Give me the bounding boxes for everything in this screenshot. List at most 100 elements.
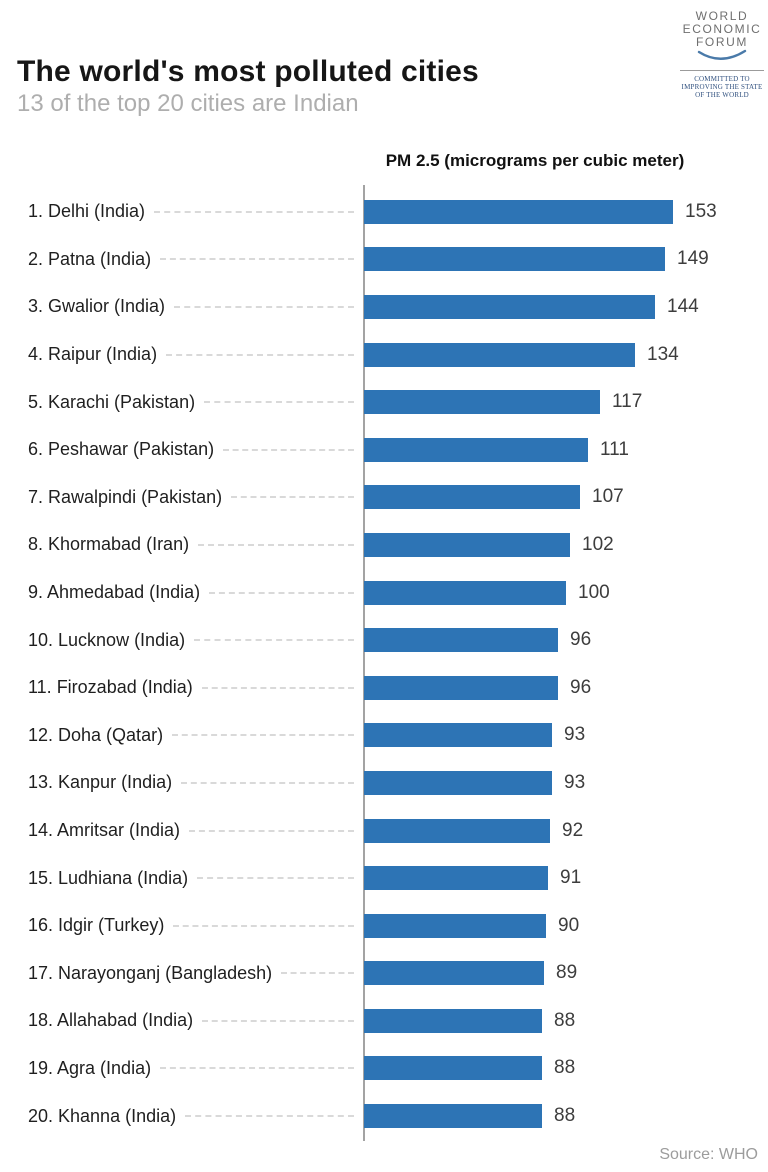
logo-tagline-line: OF THE WORLD xyxy=(695,91,749,99)
page-title: The world's most polluted cities xyxy=(17,55,479,88)
bar xyxy=(364,770,552,795)
label-cell: 1. Delhi (India) xyxy=(0,201,364,222)
chart-row: 13. Kanpur (India) 93 xyxy=(0,759,768,807)
bar xyxy=(364,532,570,557)
wef-logo: WORLD ECONOMIC FORUM COMMITTED TO IMPROV… xyxy=(680,10,764,99)
category-label: 15. Ludhiana (India) xyxy=(28,867,189,888)
bar xyxy=(364,437,588,462)
leader-line xyxy=(198,543,354,546)
value-label: 90 xyxy=(558,914,580,936)
label-cell: 12. Doha (Qatar) xyxy=(0,725,364,746)
bar-cell: 96 xyxy=(364,628,768,653)
value-label: 153 xyxy=(685,200,717,222)
bar-cell: 93 xyxy=(364,723,768,748)
bar-cell: 100 xyxy=(364,580,768,605)
bar-cell: 134 xyxy=(364,342,768,367)
chart-row: 17. Narayonganj (Bangladesh) 89 xyxy=(0,950,768,998)
bar-cell: 88 xyxy=(364,1056,768,1081)
chart-row: 16. Idgir (Turkey) 90 xyxy=(0,902,768,950)
leader-line xyxy=(154,210,354,213)
leader-line xyxy=(281,972,354,975)
bar-cell: 91 xyxy=(364,866,768,891)
bar-cell: 111 xyxy=(364,437,768,462)
label-cell: 19. Agra (India) xyxy=(0,1058,364,1079)
logo-tagline-line: IMPROVING THE STATE xyxy=(681,83,763,91)
bar xyxy=(364,818,550,843)
bar-cell: 102 xyxy=(364,532,768,557)
bar xyxy=(364,1104,542,1129)
leader-line xyxy=(201,686,354,689)
y-axis-line xyxy=(363,185,365,1141)
value-label: 134 xyxy=(647,343,679,365)
chart-row: 18. Allahabad (India) 88 xyxy=(0,997,768,1045)
bar-cell: 90 xyxy=(364,913,768,938)
label-cell: 15. Ludhiana (India) xyxy=(0,868,364,889)
chart-row: 8. Khormabad (Iran) 102 xyxy=(0,521,768,569)
bar-cell: 144 xyxy=(364,294,768,319)
chart-row: 7. Rawalpindi (Pakistan) 107 xyxy=(0,474,768,522)
value-label: 111 xyxy=(600,438,629,460)
leader-line xyxy=(209,591,354,594)
label-cell: 8. Khormabad (Iran) xyxy=(0,534,364,555)
chart-row: 14. Amritsar (India) 92 xyxy=(0,807,768,855)
chart-row: 5. Karachi (Pakistan) 117 xyxy=(0,378,768,426)
bar-cell: 93 xyxy=(364,770,768,795)
value-label: 91 xyxy=(560,867,582,889)
leader-line xyxy=(231,496,354,499)
logo-tagline: COMMITTED TO IMPROVING THE STATE OF THE … xyxy=(680,75,764,99)
label-cell: 16. Idgir (Turkey) xyxy=(0,915,364,936)
bar xyxy=(364,199,673,224)
label-cell: 6. Peshawar (Pakistan) xyxy=(0,439,364,460)
leader-line xyxy=(166,353,354,356)
value-label: 89 xyxy=(556,962,578,984)
category-label: 13. Kanpur (India) xyxy=(28,772,173,793)
leader-line xyxy=(197,877,354,880)
category-label: 6. Peshawar (Pakistan) xyxy=(28,439,215,460)
value-label: 144 xyxy=(667,295,699,317)
category-label: 5. Karachi (Pakistan) xyxy=(28,391,196,412)
category-label: 1. Delhi (India) xyxy=(28,201,146,222)
category-label: 8. Khormabad (Iran) xyxy=(28,534,190,555)
bar-chart: 1. Delhi (India) 153 2. Patna (India) 149 3.… xyxy=(0,185,768,1142)
chart-row: 19. Agra (India) 88 xyxy=(0,1045,768,1093)
leader-line xyxy=(185,1115,354,1118)
category-label: 4. Raipur (India) xyxy=(28,344,158,365)
label-cell: 4. Raipur (India) xyxy=(0,344,364,365)
value-label: 96 xyxy=(570,629,592,651)
chart-row: 1. Delhi (India) 153 xyxy=(0,188,768,236)
bar xyxy=(364,628,558,653)
leader-line xyxy=(172,734,354,737)
category-label: 12. Doha (Qatar) xyxy=(28,724,164,745)
chart-rows: 1. Delhi (India) 153 2. Patna (India) 149 3.… xyxy=(0,188,768,1140)
label-cell: 20. Khanna (India) xyxy=(0,1106,364,1127)
leader-line xyxy=(223,448,354,451)
bar xyxy=(364,723,552,748)
bar xyxy=(364,342,635,367)
category-label: 10. Lucknow (India) xyxy=(28,629,186,650)
chart-row: 10. Lucknow (India) 96 xyxy=(0,616,768,664)
leader-line xyxy=(174,305,354,308)
logo-word-economic: ECONOMIC xyxy=(682,22,762,36)
logo-word-forum: FORUM xyxy=(696,35,748,49)
value-label: 93 xyxy=(564,724,586,746)
bar-cell: 149 xyxy=(364,247,768,272)
bar-cell: 88 xyxy=(364,1008,768,1033)
category-label: 11. Firozabad (India) xyxy=(28,677,193,698)
bar-cell: 117 xyxy=(364,390,768,415)
leader-line xyxy=(194,639,354,642)
value-label: 88 xyxy=(554,1009,576,1031)
leader-line xyxy=(202,1019,354,1022)
category-label: 16. Idgir (Turkey) xyxy=(28,915,165,936)
label-cell: 3. Gwalior (India) xyxy=(0,296,364,317)
leader-line xyxy=(204,401,354,404)
value-label: 88 xyxy=(554,1057,576,1079)
bar-cell: 89 xyxy=(364,961,768,986)
category-label: 17. Narayonganj (Bangladesh) xyxy=(28,962,273,983)
bar xyxy=(364,580,566,605)
chart-row: 9. Ahmedabad (India) 100 xyxy=(0,569,768,617)
bar xyxy=(364,1056,542,1081)
label-cell: 5. Karachi (Pakistan) xyxy=(0,392,364,413)
value-label: 93 xyxy=(564,771,586,793)
leader-line xyxy=(189,829,354,832)
leader-line xyxy=(160,258,354,261)
